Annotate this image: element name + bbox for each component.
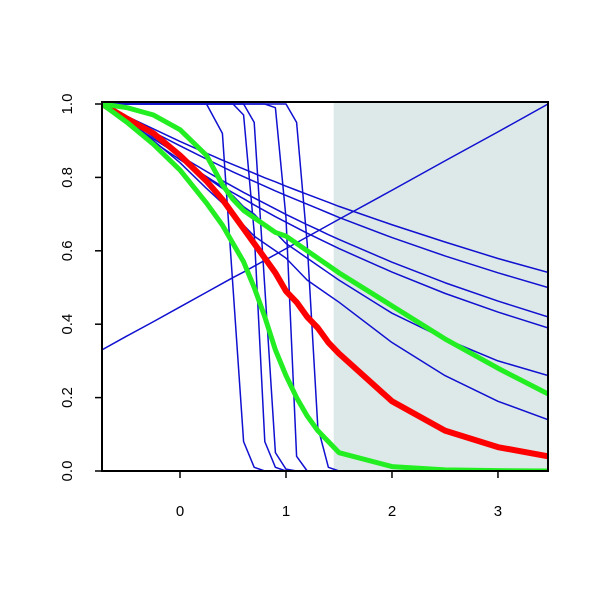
y-tick-label: 0.6 <box>59 240 76 261</box>
series-line <box>102 103 548 421</box>
series-line <box>102 102 548 397</box>
series-line <box>102 102 548 472</box>
x-tick-label: 2 <box>388 503 396 520</box>
x-tick-label: 3 <box>494 503 502 520</box>
shaded-region <box>333 102 548 471</box>
series-line <box>102 103 548 274</box>
y-tick-label: 1.0 <box>59 94 76 115</box>
plot-lines <box>102 102 548 472</box>
y-tick-label: 0.8 <box>59 167 76 188</box>
x-tick-label: 1 <box>282 503 290 520</box>
plot-box <box>101 101 549 472</box>
series-line <box>102 102 548 460</box>
x-tick-label: 0 <box>176 503 184 520</box>
series-line <box>102 103 548 351</box>
y-tick-label: 0.4 <box>59 314 76 335</box>
series-line <box>102 103 548 289</box>
y-tick-label: 0.2 <box>59 387 76 408</box>
y-tick-label: 0.0 <box>59 461 76 482</box>
